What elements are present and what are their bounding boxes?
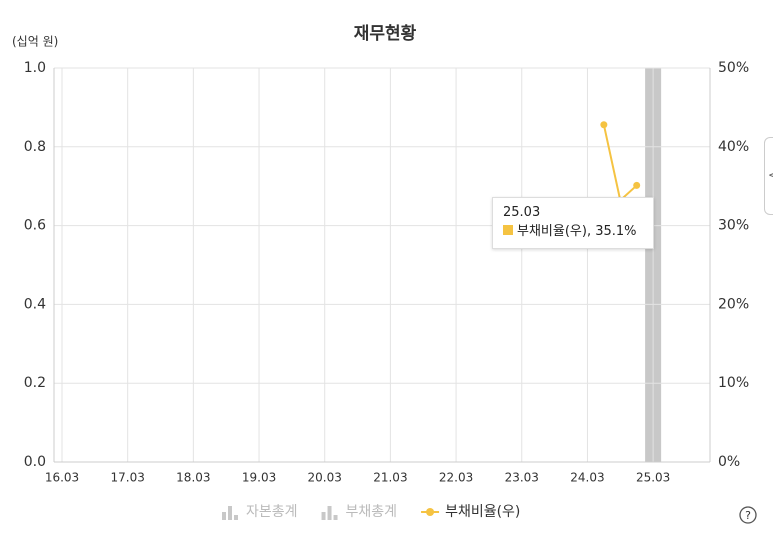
tooltip-value: 35.1% [595,224,637,239]
unit-label: (십억 원) [12,35,58,49]
x-tick-label: 17.03 [111,471,145,485]
y-tick-label: 1.0 [24,60,46,76]
legend-label: 부채비율(우) [445,504,520,520]
legend-item[interactable]: 부채비율(우) [421,504,520,520]
y2-tick-label: 50% [718,60,749,76]
x-tick-label: 23.03 [505,471,539,485]
x-tick-label: 20.03 [308,471,342,485]
y2-tick-label: 0% [718,454,740,470]
y-tick-label: 0.6 [24,218,46,234]
legend-icon [327,506,332,520]
x-tick-label: 21.03 [373,471,407,485]
legend-item[interactable]: 자본총계 [222,504,298,520]
background [0,0,760,530]
y-tick-label: 0.2 [24,375,46,391]
y2-tick-label: 20% [718,296,749,312]
legend-icon [333,515,338,520]
x-tick-label: 22.03 [439,471,473,485]
series-point [600,121,608,129]
tooltip-row: 부채비율(우), 35.1% [503,220,643,239]
tooltip: 25.03 부채비율(우), 35.1% [492,197,654,249]
x-tick-label: 16.03 [45,471,79,485]
y2-tick-label: 10% [718,375,749,391]
y-tick-label: 0.0 [24,454,46,470]
tooltip-swatch [503,225,513,235]
legend-icon [234,515,238,520]
legend-label: 부채총계 [346,504,398,520]
y-tick-label: 0.4 [24,296,46,312]
y2-tick-label: 40% [718,139,749,155]
side-tab[interactable]: < [764,137,773,215]
legend-icon [426,508,435,516]
legend-item[interactable]: 부채총계 [321,504,398,520]
x-tick-label: 24.03 [570,471,604,485]
tooltip-category: 25.03 [503,205,541,220]
x-tick-label: 25.03 [636,471,670,485]
y2-tick-label: 30% [718,218,749,234]
help-icon[interactable] [739,506,757,524]
legend-icon [321,512,326,520]
y-tick-label: 0.8 [24,139,46,155]
legend-label: 자본총계 [246,504,298,520]
tooltip-series: 부채비율(우) [517,224,587,239]
legend-icon [222,512,226,520]
series-point [633,181,641,189]
help-icon-text[interactable]: ? [745,509,751,522]
legend-icon [228,506,232,520]
chart-title: 재무현황 [354,24,417,44]
x-tick-label: 18.03 [176,471,210,485]
x-tick-label: 19.03 [242,471,276,485]
